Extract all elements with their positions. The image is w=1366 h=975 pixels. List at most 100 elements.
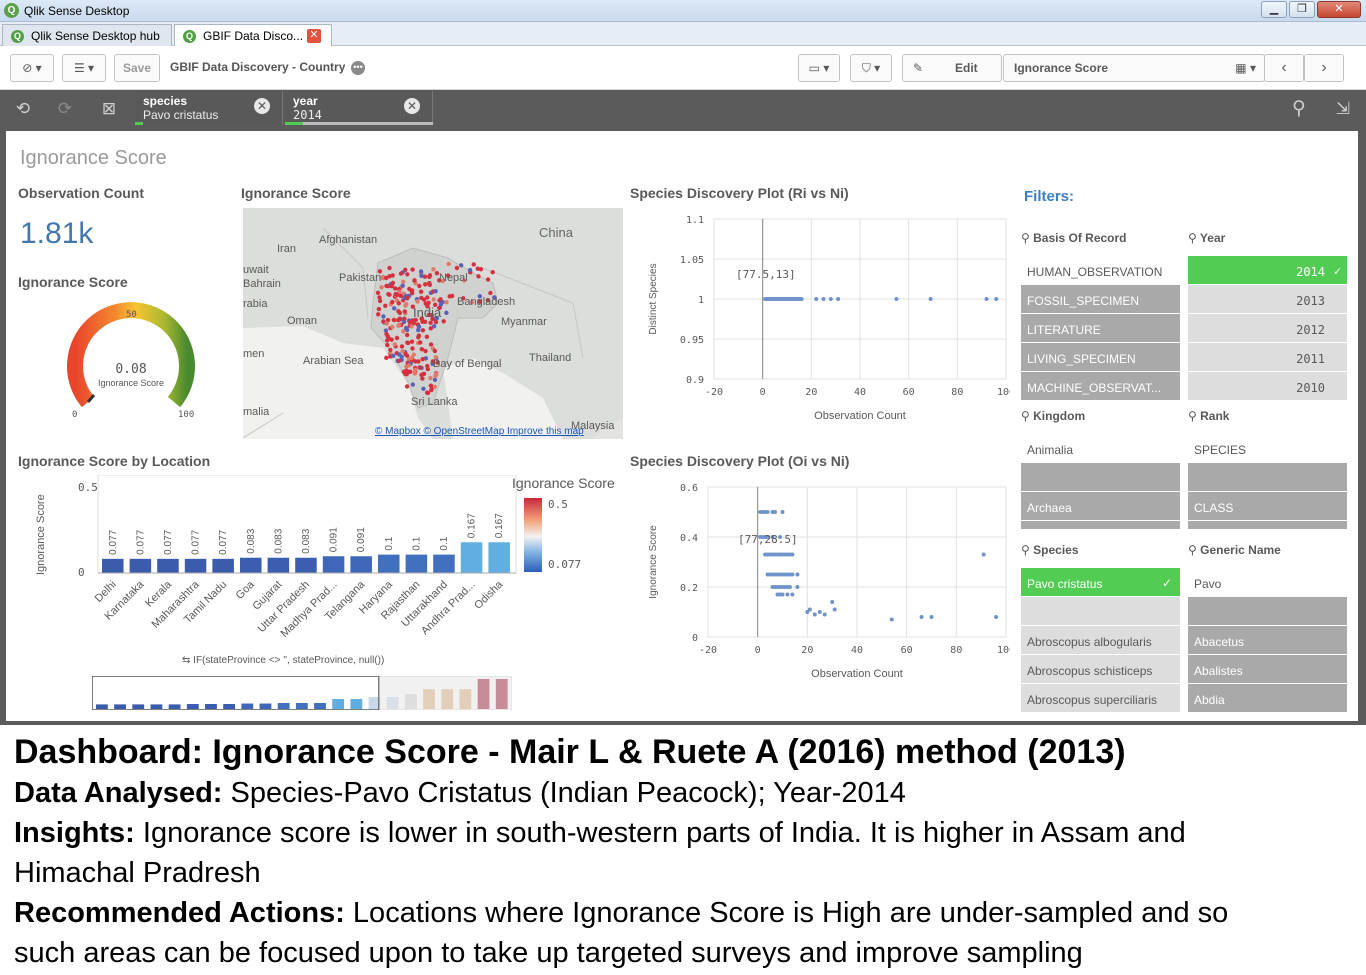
sheet-list-button[interactable]: ☰ ▾: [62, 54, 106, 82]
filter-header[interactable]: ⚲ Kingdom: [1021, 404, 1180, 434]
filter-item[interactable]: Abroscopus superciliaris: [1021, 684, 1180, 713]
filter-item[interactable]: 2011: [1188, 343, 1347, 372]
filter-item[interactable]: SPECIES: [1188, 434, 1347, 463]
clear-selection-icon[interactable]: ✕: [404, 98, 420, 114]
navigation-button[interactable]: ⊘ ▾: [10, 54, 54, 82]
filter-rank[interactable]: ⚲ Rank SPECIES CLASS: [1188, 404, 1347, 530]
more-icon[interactable]: •••: [351, 61, 365, 75]
filter-species[interactable]: ⚲ Species Pavo cristatus ✓ Abroscopus alb…: [1021, 538, 1180, 713]
tab-gbif[interactable]: Q GBIF Data Disco... ✕: [174, 24, 332, 47]
save-button[interactable]: Save: [114, 54, 160, 82]
filter-item[interactable]: Abacetus: [1188, 626, 1347, 655]
bar: [267, 557, 290, 573]
sheet-selector[interactable]: Ignorance Score ▦ ▾: [1003, 54, 1265, 82]
bookmark-button[interactable]: ⛉ ▾: [850, 54, 892, 82]
selection-chip-year[interactable]: year 2014 ✕: [285, 91, 433, 125]
map-point: [390, 299, 395, 305]
data-point: [832, 607, 837, 612]
filter-generic-name[interactable]: ⚲ Generic Name Pavo Abacetus Abalistes A…: [1188, 538, 1347, 713]
filter-item[interactable]: Abroscopus albogularis: [1021, 626, 1180, 655]
close-tab-icon[interactable]: ✕: [307, 29, 321, 43]
point-annotation: [77,28.5]: [738, 533, 798, 546]
edit-button[interactable]: ✎ Edit: [902, 54, 1002, 82]
map-point: [434, 316, 439, 321]
search-icon[interactable]: ⚲: [1292, 98, 1306, 119]
filter-item[interactable]: 2013: [1188, 285, 1347, 314]
filter-item[interactable]: [1188, 463, 1347, 492]
gauge-chart[interactable]: 50 0 100 0.08 Ignorance Score: [56, 299, 216, 423]
filter-item[interactable]: [1021, 597, 1180, 626]
filter-item[interactable]: LITERATURE: [1021, 314, 1180, 343]
filter-item[interactable]: Abalistes: [1188, 655, 1347, 684]
map-point: [419, 273, 424, 278]
filter-item-selected[interactable]: Pavo cristatus ✓: [1021, 568, 1180, 597]
kpi-value[interactable]: 1.81k: [20, 217, 94, 250]
filter-item[interactable]: 2012: [1188, 314, 1347, 343]
filter-item-cutoff: [1021, 521, 1180, 530]
filter-item[interactable]: CLASS: [1188, 492, 1347, 521]
next-sheet-button[interactable]: ›: [1304, 54, 1344, 82]
data-point: [770, 535, 775, 539]
selection-state-bar: [285, 122, 433, 125]
present-button[interactable]: ▭ ▾: [798, 54, 840, 82]
map-chart[interactable]: China Afghanistan Iran Pakistan Nepal In…: [243, 208, 623, 439]
filter-item[interactable]: [1188, 597, 1347, 626]
map-point: [416, 335, 421, 340]
data-point: [790, 552, 795, 557]
map-point: [492, 295, 497, 300]
bar-scrollbar-minimap[interactable]: [92, 676, 512, 710]
map-point: [434, 371, 439, 377]
y-tick-label: 1.05: [680, 255, 704, 266]
improve-map-link[interactable]: Improve this map: [507, 426, 584, 437]
filter-item[interactable]: LIVING_SPECIMEN: [1021, 343, 1180, 372]
step-forward-icon[interactable]: ⟳: [57, 99, 73, 118]
filter-item[interactable]: HUMAN_OBSERVATION: [1021, 256, 1180, 285]
caption-block: Dashboard: Ignorance Score - Mair L & Ru…: [14, 731, 1354, 973]
minimize-icon[interactable]: ▁: [1261, 1, 1287, 18]
filter-item[interactable]: Animalia: [1021, 434, 1180, 463]
map-point: [445, 273, 451, 278]
map-point: [404, 384, 410, 389]
smart-selection-icon[interactable]: ⇲: [1335, 99, 1351, 118]
filter-item[interactable]: MACHINE_OBSERVAT...: [1021, 372, 1180, 401]
filter-item[interactable]: Archaea: [1021, 492, 1180, 521]
data-point: [799, 297, 804, 301]
filter-header[interactable]: ⚲ Species: [1021, 538, 1180, 568]
filter-kingdom[interactable]: ⚲ Kingdom Animalia Archaea: [1021, 404, 1180, 530]
selection-chip-species[interactable]: species Pavo cristatus ✕: [135, 91, 283, 125]
filter-item[interactable]: Abroscopus schisticeps: [1021, 655, 1180, 684]
filter-item[interactable]: FOSSIL_SPECIMEN: [1021, 285, 1180, 314]
step-back-icon[interactable]: ⟲: [15, 99, 31, 118]
filter-item[interactable]: [1021, 463, 1180, 492]
map-point: [485, 277, 491, 282]
filter-header[interactable]: ⚲ Basis Of Record: [1021, 226, 1180, 256]
map-point: [431, 267, 436, 272]
filter-year[interactable]: ⚲ Year 2014 ✓ 2013 2012 2011 2010: [1188, 226, 1347, 401]
caption-insights-2: Himachal Pradresh: [14, 857, 261, 889]
filter-item[interactable]: 2010: [1188, 372, 1347, 401]
filter-item[interactable]: Abdia: [1188, 684, 1347, 713]
close-window-icon[interactable]: ✕: [1317, 1, 1361, 18]
scatter1-chart[interactable]: -20 0 20 40 60 80 100 1.1 1.05 1 0.95 0.9 Observatio…: [630, 209, 1010, 429]
map-point: [416, 327, 421, 333]
filter-header[interactable]: ⚲ Rank: [1188, 404, 1347, 434]
osm-link[interactable]: © OpenStreetMap: [423, 426, 505, 437]
filter-header[interactable]: ⚲ Generic Name: [1188, 538, 1347, 568]
filter-item[interactable]: Pavo: [1188, 568, 1347, 597]
mapbox-link[interactable]: © Mapbox: [375, 426, 421, 437]
x-tick-label: 20: [805, 387, 817, 398]
clear-all-icon[interactable]: ⊠: [101, 99, 117, 118]
restore-icon[interactable]: ❐: [1289, 1, 1315, 18]
tab-hub[interactable]: Q Qlik Sense Desktop hub: [2, 24, 172, 46]
map-point: [427, 274, 432, 279]
selections-bar: ⟲ ⟳ ⊠ species Pavo cristatus ✕ year 2014…: [0, 90, 1366, 127]
filter-header[interactable]: ⚲ Year: [1188, 226, 1347, 256]
map-point: [475, 266, 480, 271]
previous-sheet-button[interactable]: ‹: [1264, 54, 1304, 82]
filter-basis-of-record[interactable]: ⚲ Basis Of Record HUMAN_OBSERVATION FOSS…: [1021, 226, 1180, 401]
map-point: [399, 344, 405, 349]
clear-selection-icon[interactable]: ✕: [254, 98, 270, 114]
filter-item-selected[interactable]: 2014 ✓: [1188, 256, 1347, 285]
